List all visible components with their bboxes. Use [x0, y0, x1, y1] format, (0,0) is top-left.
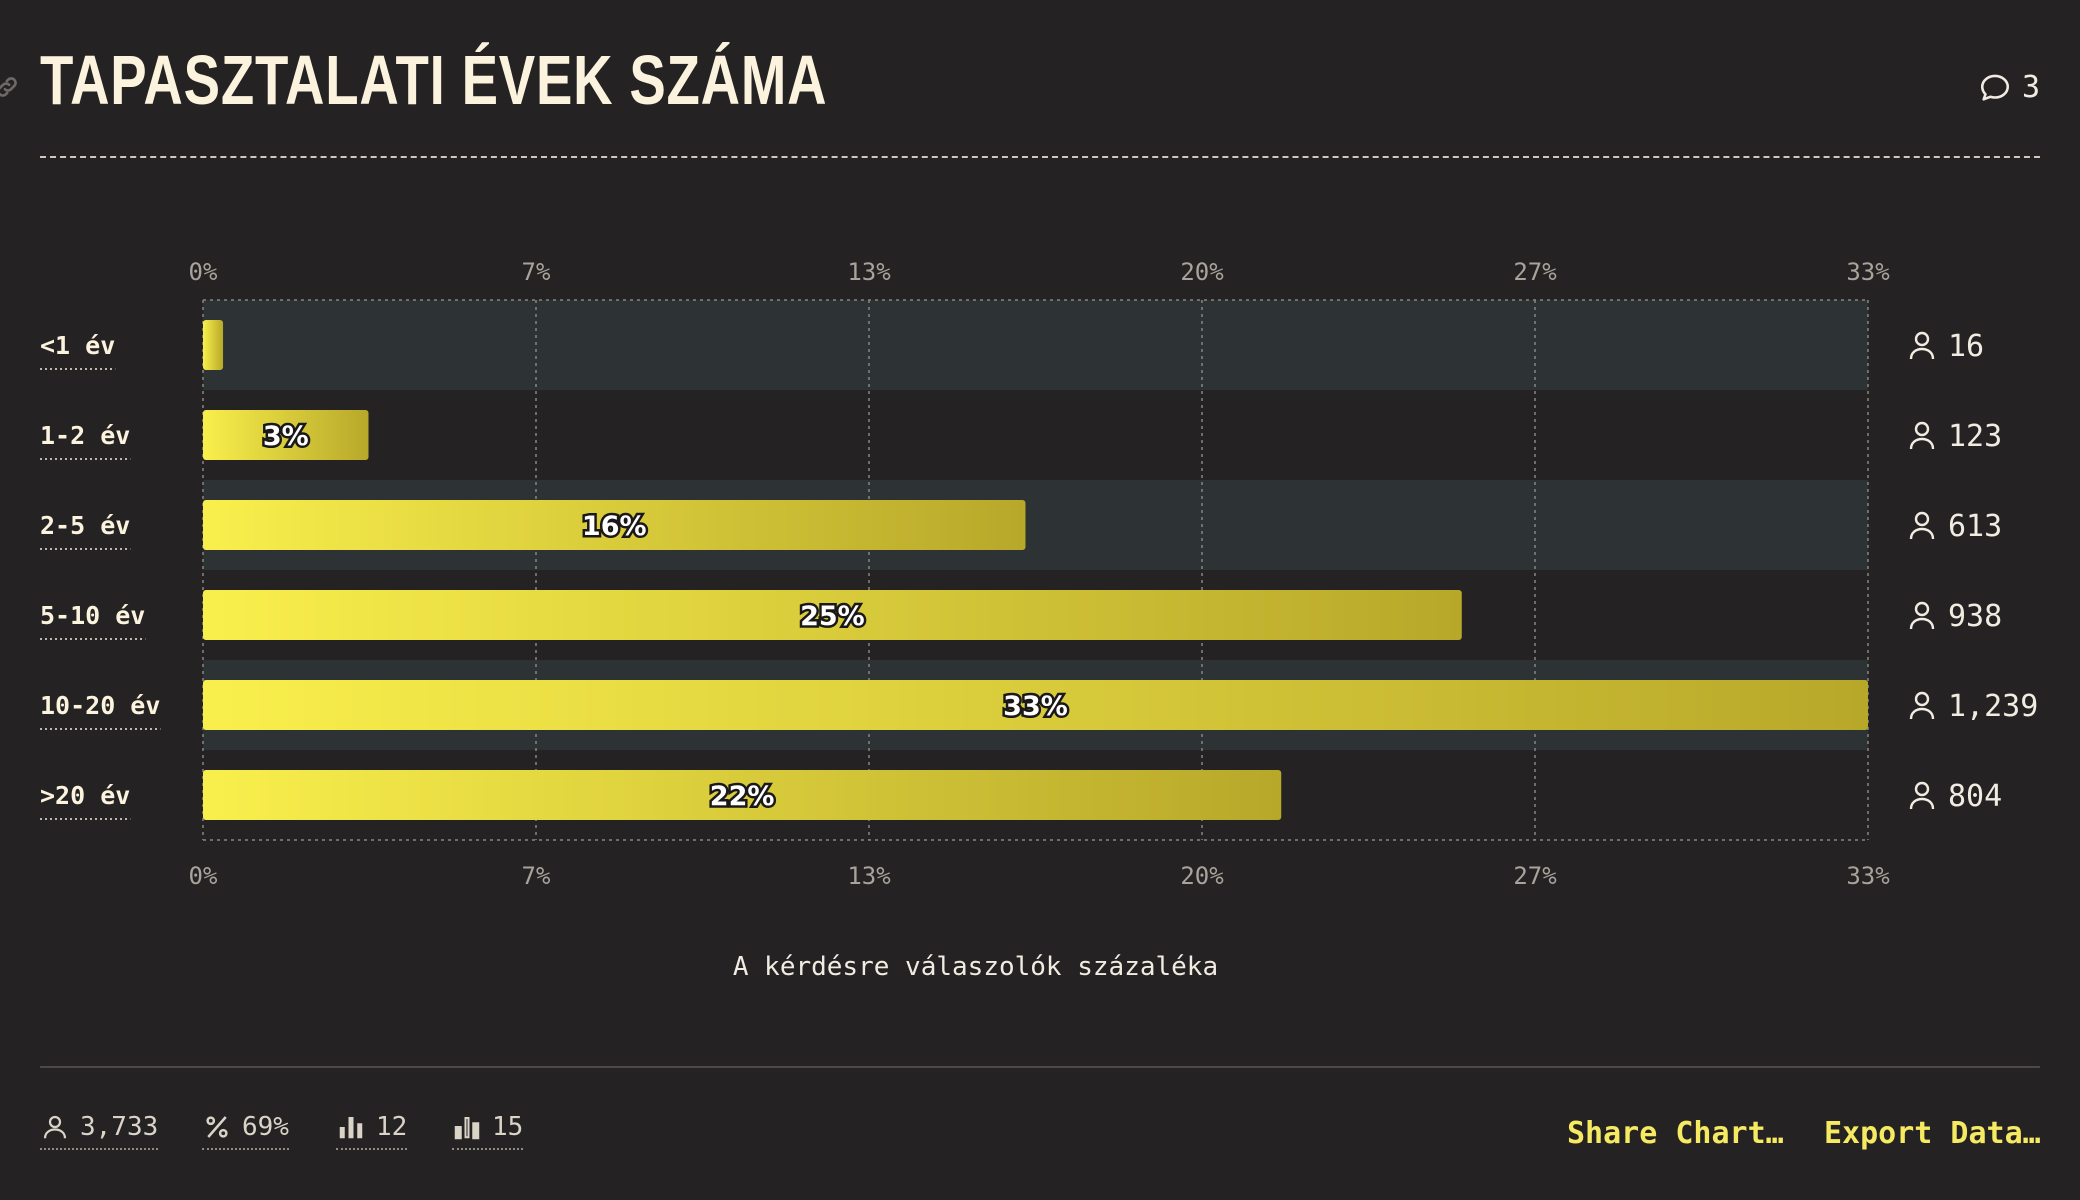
respondent-count: 804 [1948, 779, 2002, 814]
respondent-count: 123 [1948, 419, 2002, 454]
x-tick-label-top: 0% [189, 258, 218, 286]
x-tick-label-bottom: 20% [1180, 862, 1224, 890]
category-label: 5-10 év [40, 601, 145, 630]
percentage-value: 69% [242, 1112, 289, 1142]
x-tick-label-top: 33% [1846, 258, 1890, 286]
title-divider [40, 156, 2040, 158]
footer-divider [40, 1066, 2040, 1068]
bar-chart-filled-icon [339, 1117, 363, 1139]
category-label: >20 év [40, 781, 130, 810]
bar-value-label: 16% [582, 511, 647, 542]
x-axis-title: A kérdésre válaszolók százaléka [733, 952, 1218, 982]
x-tick-label-bottom: 27% [1513, 862, 1557, 890]
respondent-count: 16 [1948, 329, 1984, 364]
x-tick-label-top: 13% [847, 258, 891, 286]
comment-count: 3 [2021, 70, 2040, 105]
person-icon [1909, 601, 1935, 630]
bar [203, 770, 1282, 820]
person-icon [1909, 691, 1935, 720]
category-label: 1-2 év [40, 421, 130, 450]
bar [203, 680, 1868, 730]
respondent-count: 613 [1948, 509, 2002, 544]
x-tick-label-top: 7% [522, 258, 551, 286]
respondent-count: 1,239 [1948, 689, 2038, 724]
share-chart-button[interactable]: Share Chart… [1567, 1116, 1784, 1151]
x-tick-label-bottom: 33% [1846, 862, 1890, 890]
respondent-count: 938 [1948, 599, 2002, 634]
x-tick-label-top: 27% [1513, 258, 1557, 286]
person-icon [1909, 511, 1935, 540]
x-tick-label-bottom: 7% [522, 862, 551, 890]
row-band [203, 300, 1868, 390]
respondents-value: 3,733 [80, 1112, 159, 1142]
bar [203, 410, 369, 460]
x-tick-label-top: 20% [1180, 258, 1224, 286]
x-tick-label-bottom: 13% [847, 862, 891, 890]
bar-value-label: 25% [800, 601, 865, 632]
export-data-button[interactable]: Export Data… [1824, 1116, 2041, 1151]
bar-stat-outline-value: 15 [492, 1112, 524, 1142]
bar-chart-outline-icon [454, 1117, 480, 1140]
bar-value-label: 3% [263, 421, 309, 452]
person-icon [1909, 331, 1935, 360]
bar-value-label: 33% [1003, 691, 1068, 722]
bar [203, 320, 224, 370]
bar [203, 590, 1462, 640]
category-label: 2-5 év [40, 511, 130, 540]
bar-chart: 0% 0% 7% 7% 13% 13% 20% 20% 27% 27% 33% 33% <1 év 16 3… [40, 258, 2038, 982]
bar-stat-filled[interactable]: 12 [336, 1112, 408, 1150]
category-label: <1 év [40, 331, 115, 360]
percent-icon [206, 1116, 228, 1138]
link-icon[interactable] [0, 74, 20, 100]
x-tick-label-bottom: 0% [189, 862, 218, 890]
page-title: TAPASZTALATI ÉVEK SZÁMA [40, 41, 828, 119]
bar [203, 500, 1026, 550]
bar-value-label: 22% [710, 781, 775, 812]
comment-icon [1980, 74, 2009, 101]
bar-stat-filled-value: 12 [376, 1112, 408, 1142]
person-icon [1909, 781, 1935, 810]
person-icon [1909, 421, 1935, 450]
person-icon [43, 1115, 67, 1139]
respondents-stat[interactable]: 3,733 [40, 1112, 159, 1150]
comments-button[interactable]: 3 [1978, 70, 2040, 105]
category-label: 10-20 év [40, 691, 160, 720]
percentage-stat[interactable]: 69% [202, 1112, 289, 1150]
bar-stat-outline[interactable]: 15 [452, 1112, 524, 1150]
